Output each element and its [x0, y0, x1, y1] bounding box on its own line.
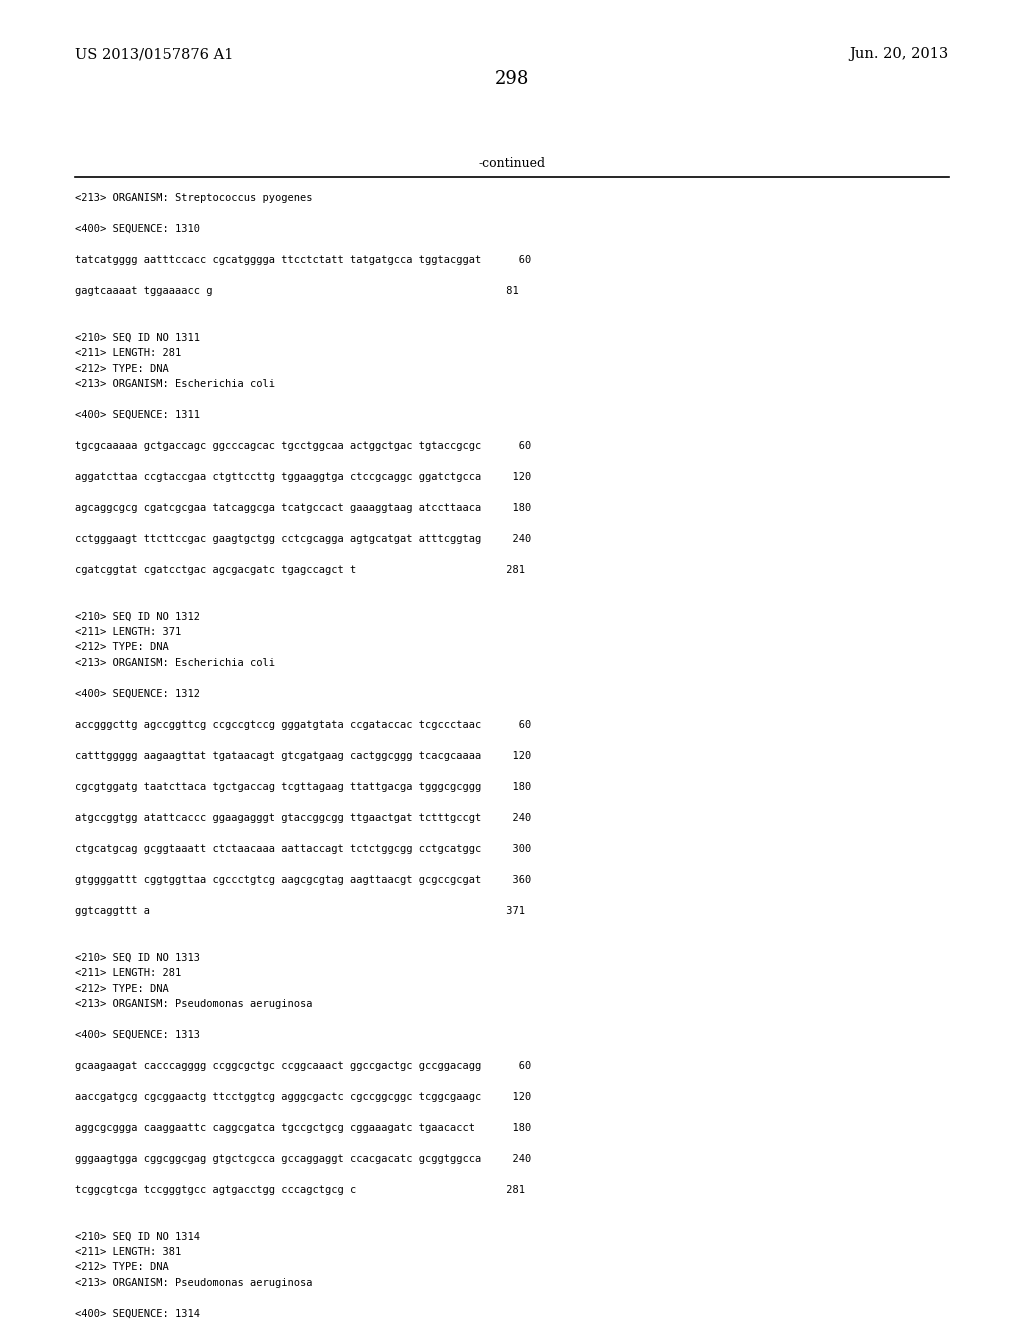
Text: <400> SEQUENCE: 1312: <400> SEQUENCE: 1312 [75, 689, 200, 700]
Text: gagtcaaaat tggaaaacc g                                               81: gagtcaaaat tggaaaacc g 81 [75, 286, 519, 296]
Text: <400> SEQUENCE: 1311: <400> SEQUENCE: 1311 [75, 411, 200, 420]
Text: <213> ORGANISM: Pseudomonas aeruginosa: <213> ORGANISM: Pseudomonas aeruginosa [75, 999, 312, 1008]
Text: <400> SEQUENCE: 1310: <400> SEQUENCE: 1310 [75, 224, 200, 234]
Text: <211> LENGTH: 371: <211> LENGTH: 371 [75, 627, 181, 638]
Text: aggatcttaa ccgtaccgaa ctgttccttg tggaaggtga ctccgcaggc ggatctgcca     120: aggatcttaa ccgtaccgaa ctgttccttg tggaagg… [75, 473, 531, 482]
Text: agcaggcgcg cgatcgcgaa tatcaggcga tcatgccact gaaaggtaag atccttaaca     180: agcaggcgcg cgatcgcgaa tatcaggcga tcatgcc… [75, 503, 531, 513]
Text: ggtcaggttt a                                                         371: ggtcaggttt a 371 [75, 906, 525, 916]
Text: <400> SEQUENCE: 1314: <400> SEQUENCE: 1314 [75, 1309, 200, 1319]
Text: catttggggg aagaagttat tgataacagt gtcgatgaag cactggcggg tcacgcaaaa     120: catttggggg aagaagttat tgataacagt gtcgatg… [75, 751, 531, 762]
Text: ctgcatgcag gcggtaaatt ctctaacaaa aattaccagt tctctggcgg cctgcatggc     300: ctgcatgcag gcggtaaatt ctctaacaaa aattacc… [75, 843, 531, 854]
Text: tgcgcaaaaa gctgaccagc ggcccagcac tgcctggcaa actggctgac tgtaccgcgc      60: tgcgcaaaaa gctgaccagc ggcccagcac tgcctgg… [75, 441, 531, 451]
Text: <210> SEQ ID NO 1314: <210> SEQ ID NO 1314 [75, 1232, 200, 1242]
Text: <213> ORGANISM: Pseudomonas aeruginosa: <213> ORGANISM: Pseudomonas aeruginosa [75, 1278, 312, 1288]
Text: accgggcttg agccggttcg ccgccgtccg gggatgtata ccgataccac tcgccctaac      60: accgggcttg agccggttcg ccgccgtccg gggatgt… [75, 719, 531, 730]
Text: US 2013/0157876 A1: US 2013/0157876 A1 [75, 48, 233, 61]
Text: 298: 298 [495, 70, 529, 88]
Text: <212> TYPE: DNA: <212> TYPE: DNA [75, 983, 169, 994]
Text: <400> SEQUENCE: 1313: <400> SEQUENCE: 1313 [75, 1030, 200, 1040]
Text: <211> LENGTH: 381: <211> LENGTH: 381 [75, 1247, 181, 1257]
Text: <212> TYPE: DNA: <212> TYPE: DNA [75, 1262, 169, 1272]
Text: <212> TYPE: DNA: <212> TYPE: DNA [75, 643, 169, 652]
Text: aggcgcggga caaggaattc caggcgatca tgccgctgcg cggaaagatc tgaacacct      180: aggcgcggga caaggaattc caggcgatca tgccgct… [75, 1123, 531, 1133]
Text: -continued: -continued [478, 157, 546, 170]
Text: <213> ORGANISM: Escherichia coli: <213> ORGANISM: Escherichia coli [75, 657, 275, 668]
Text: cgatcggtat cgatcctgac agcgacgatc tgagccagct t                        281: cgatcggtat cgatcctgac agcgacgatc tgagcca… [75, 565, 525, 576]
Text: <211> LENGTH: 281: <211> LENGTH: 281 [75, 968, 181, 978]
Text: <211> LENGTH: 281: <211> LENGTH: 281 [75, 348, 181, 358]
Text: cgcgtggatg taatcttaca tgctgaccag tcgttagaag ttattgacga tgggcgcggg     180: cgcgtggatg taatcttaca tgctgaccag tcgttag… [75, 781, 531, 792]
Text: tatcatgggg aatttccacc cgcatgggga ttcctctatt tatgatgcca tggtacggat      60: tatcatgggg aatttccacc cgcatgggga ttcctct… [75, 255, 531, 265]
Text: <210> SEQ ID NO 1312: <210> SEQ ID NO 1312 [75, 611, 200, 622]
Text: atgccggtgg atattcaccc ggaagagggt gtaccggcgg ttgaactgat tctttgccgt     240: atgccggtgg atattcaccc ggaagagggt gtaccgg… [75, 813, 531, 822]
Text: gcaagaagat cacccagggg ccggcgctgc ccggcaaact ggccgactgc gccggacagg      60: gcaagaagat cacccagggg ccggcgctgc ccggcaa… [75, 1061, 531, 1071]
Text: <212> TYPE: DNA: <212> TYPE: DNA [75, 363, 169, 374]
Text: Jun. 20, 2013: Jun. 20, 2013 [850, 48, 949, 61]
Text: <210> SEQ ID NO 1311: <210> SEQ ID NO 1311 [75, 333, 200, 342]
Text: aaccgatgcg cgcggaactg ttcctggtcg agggcgactc cgccggcggc tcggcgaagc     120: aaccgatgcg cgcggaactg ttcctggtcg agggcga… [75, 1092, 531, 1102]
Text: <213> ORGANISM: Streptococcus pyogenes: <213> ORGANISM: Streptococcus pyogenes [75, 193, 312, 203]
Text: tcggcgtcga tccgggtgcc agtgacctgg cccagctgcg c                        281: tcggcgtcga tccgggtgcc agtgacctgg cccagct… [75, 1185, 525, 1195]
Text: <213> ORGANISM: Escherichia coli: <213> ORGANISM: Escherichia coli [75, 379, 275, 389]
Text: <210> SEQ ID NO 1313: <210> SEQ ID NO 1313 [75, 953, 200, 962]
Text: gggaagtgga cggcggcgag gtgctcgcca gccaggaggt ccacgacatc gcggtggcca     240: gggaagtgga cggcggcgag gtgctcgcca gccagga… [75, 1154, 531, 1164]
Text: cctgggaagt ttcttccgac gaagtgctgg cctcgcagga agtgcatgat atttcggtag     240: cctgggaagt ttcttccgac gaagtgctgg cctcgca… [75, 535, 531, 544]
Text: gtggggattt cggtggttaa cgccctgtcg aagcgcgtag aagttaacgt gcgccgcgat     360: gtggggattt cggtggttaa cgccctgtcg aagcgcg… [75, 875, 531, 884]
